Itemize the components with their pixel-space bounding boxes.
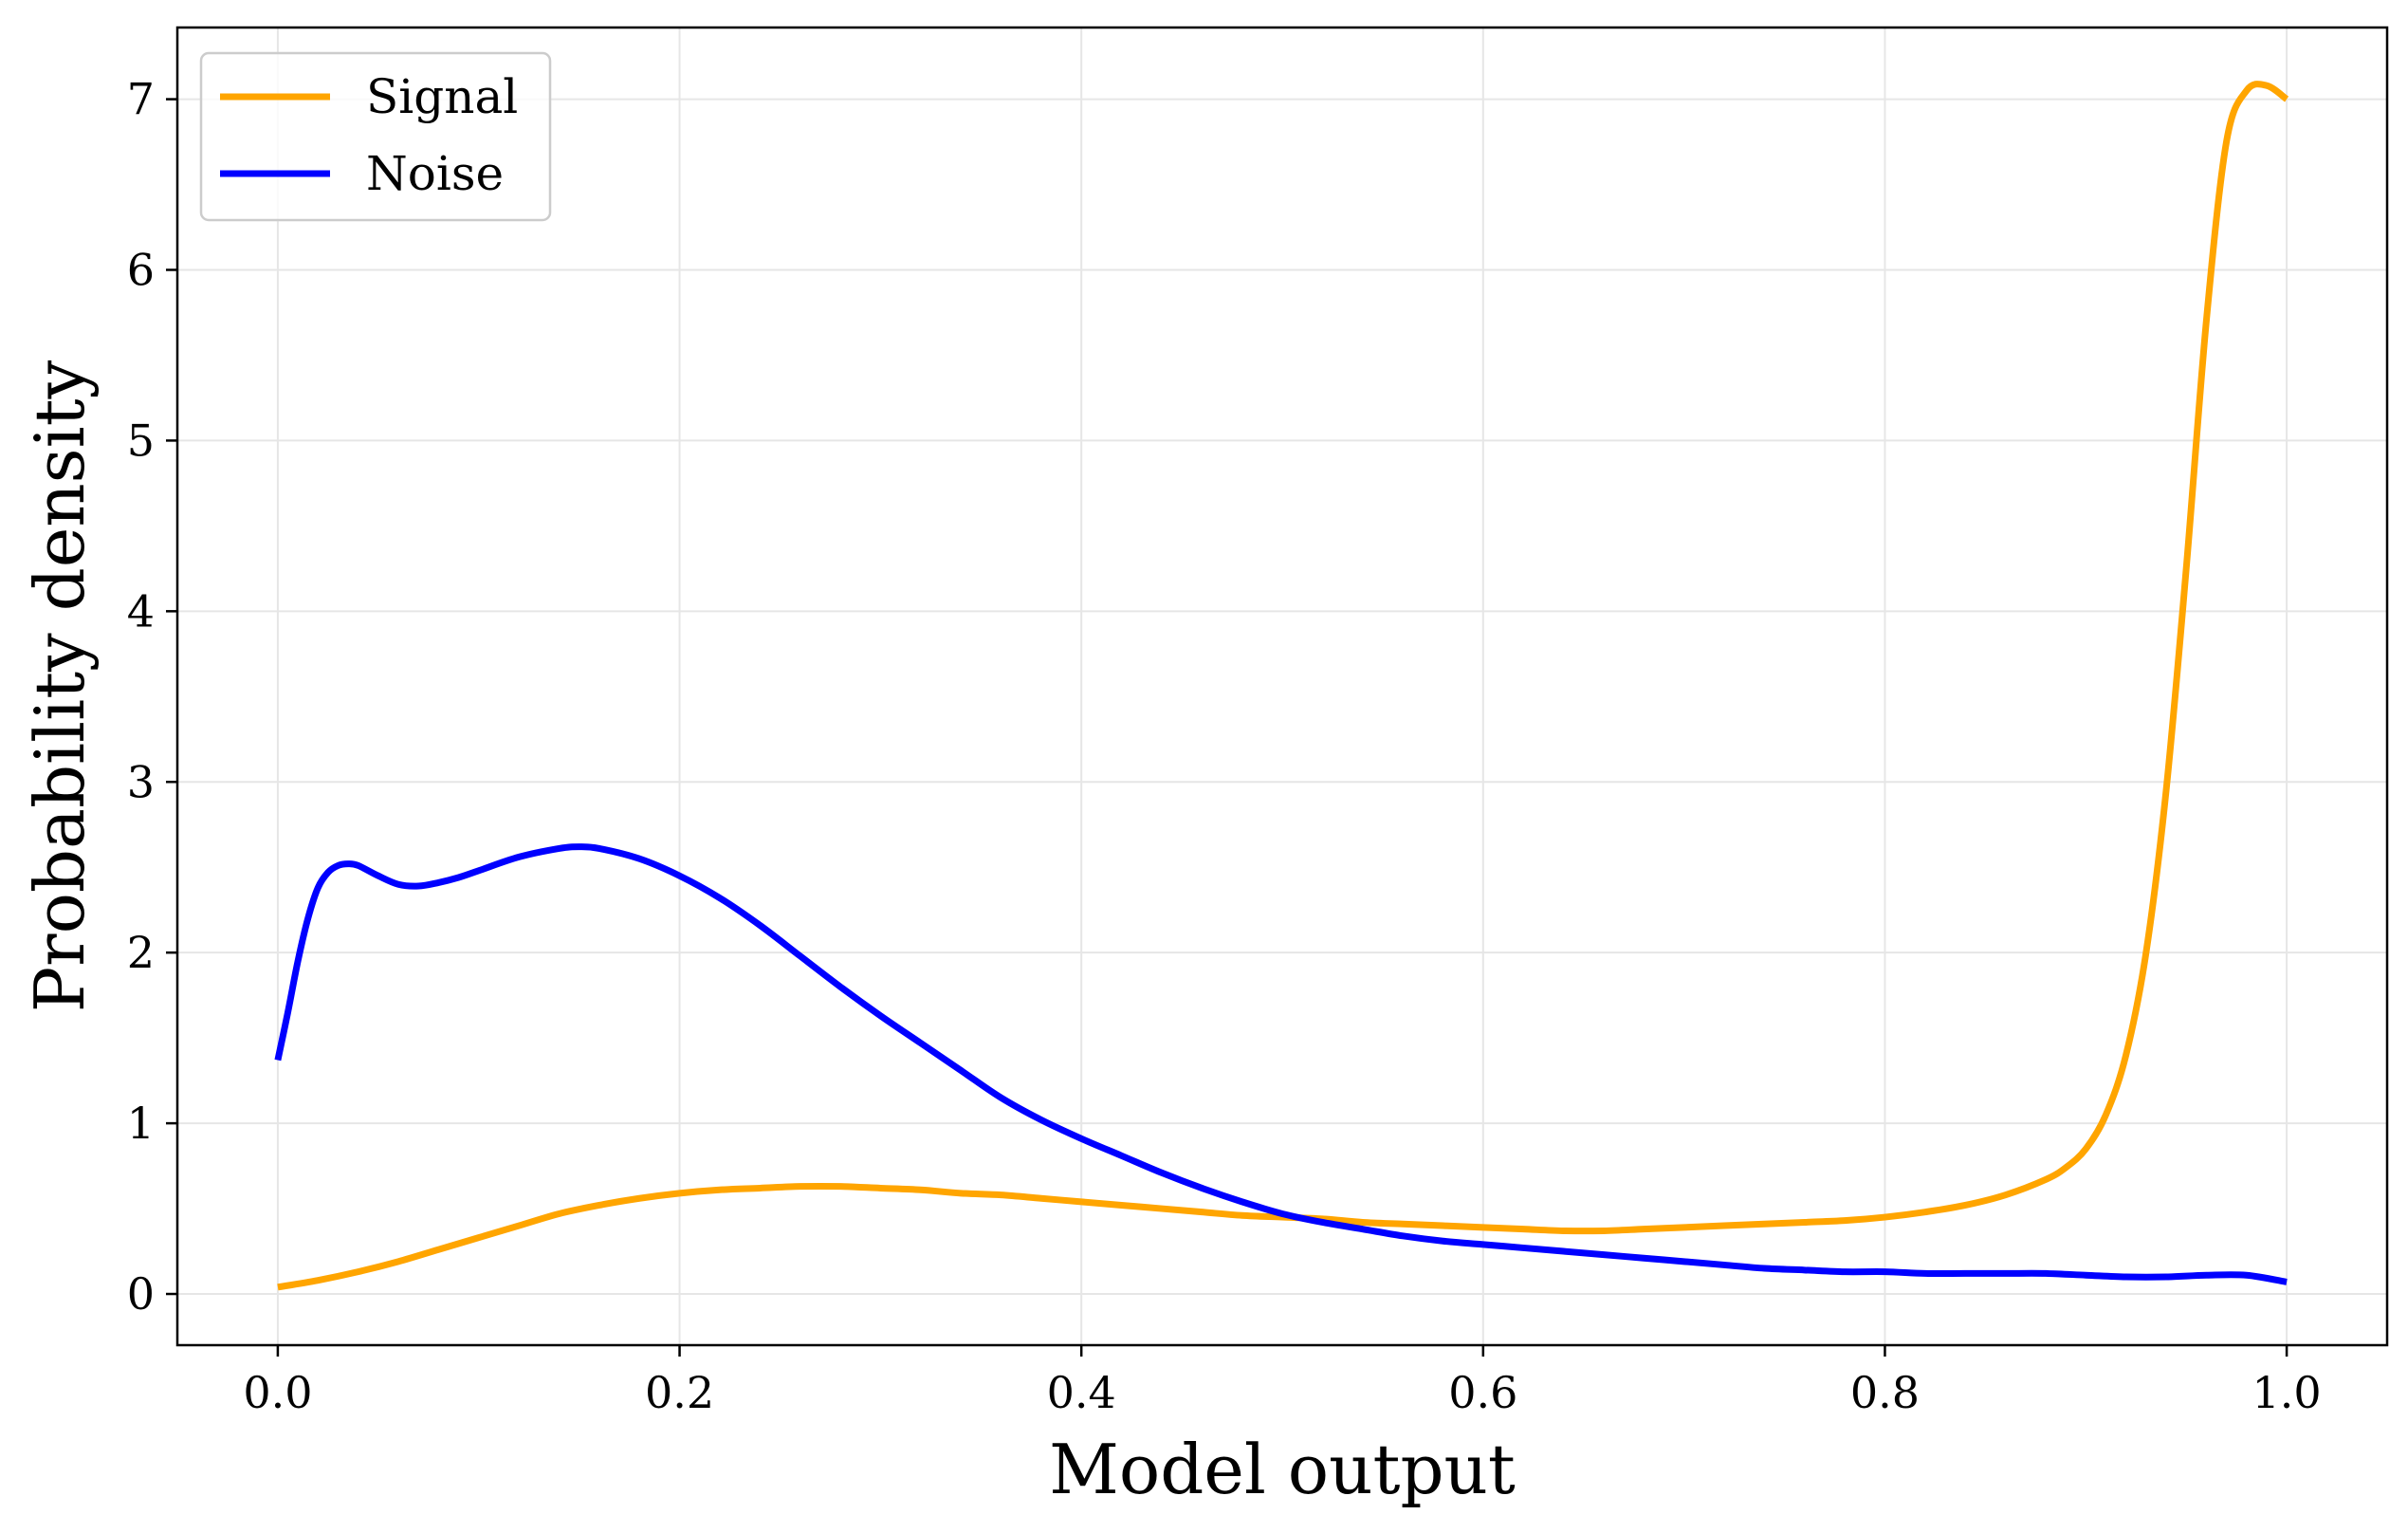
x-tick-label: 0.2 [645,1367,714,1418]
x-tick-label: 0.8 [1850,1367,1920,1418]
legend: Signal Noise [199,51,552,222]
y-tick-label: 6 [127,244,155,295]
series-line-noise [274,843,2288,1285]
x-tick-label: 0.4 [1047,1367,1116,1418]
x-tick-label: 1.0 [2252,1367,2322,1418]
y-tick-label: 5 [127,415,155,466]
x-tick-label: 0.0 [243,1367,312,1418]
y-tick-label: 7 [127,74,155,125]
x-axis-ticks: 0.0 0.2 0.4 0.6 0.8 1.0 [243,1345,2322,1418]
x-tick-label: 0.6 [1448,1367,1517,1418]
legend-label-signal: Signal [366,69,518,124]
y-axis-label: Probability density [20,360,100,1012]
series-lines [274,81,2289,1291]
y-axis-ticks: 0 1 2 3 4 5 6 7 [127,74,177,1320]
y-tick-label: 4 [127,585,155,637]
series-line-signal [277,81,2289,1291]
grid [177,28,2387,1345]
y-tick-label: 1 [127,1098,155,1149]
legend-label-noise: Noise [366,146,504,201]
plot-frame [175,26,2389,1347]
y-tick-label: 0 [127,1268,155,1320]
x-axis-label: Model output [1049,1430,1516,1509]
y-tick-label: 3 [127,756,155,807]
y-tick-label: 2 [127,927,155,978]
